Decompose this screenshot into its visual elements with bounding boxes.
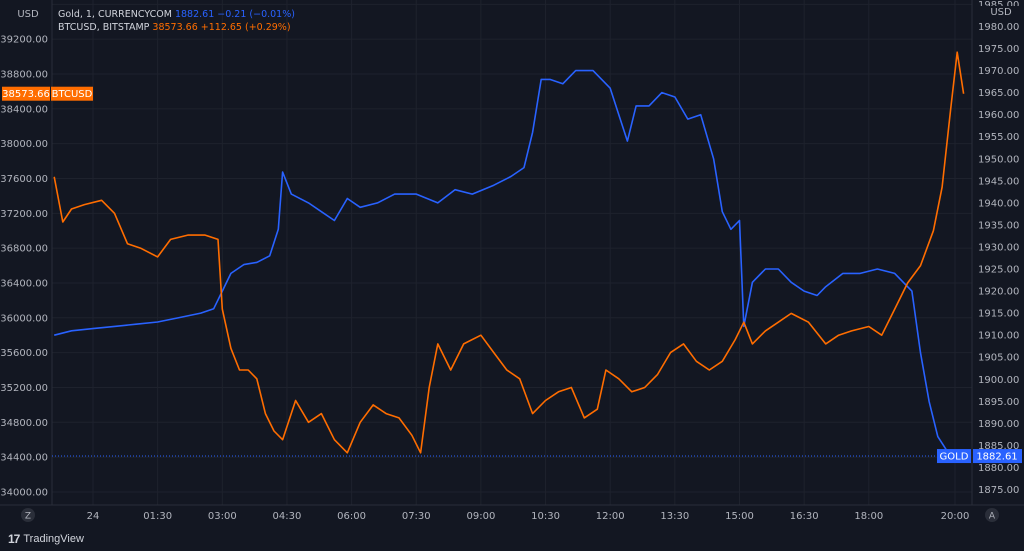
right-axis-tick-label: 1940.00 <box>978 198 1019 209</box>
btcusd-price-label-bg <box>2 86 50 101</box>
btcusd-series-line <box>53 51 965 454</box>
time-axis-tick-label: 09:00 <box>466 511 495 522</box>
left-axis-tick-label: 36800.00 <box>0 244 48 255</box>
time-axis-tick-label: 13:30 <box>660 511 689 522</box>
right-axis-tick-label: 1945.00 <box>978 176 1019 187</box>
left-axis-unit: USD <box>17 9 39 20</box>
right-unit-bg <box>974 6 1022 18</box>
right-axis-tick-label: 1965.00 <box>978 88 1019 99</box>
legend-entry[interactable]: Gold, 1, CURRENCYCOM 1882.61 −0.21 (−0.0… <box>58 9 295 20</box>
right-axis-tick-label: 1875.00 <box>978 485 1019 496</box>
tradingview-label: TradingView <box>23 532 84 545</box>
left-axis-tick-label: 34400.00 <box>0 453 48 464</box>
tradingview-logo[interactable]: 17 TradingView <box>8 532 84 546</box>
right-axis-tick-label: 1935.00 <box>978 220 1019 231</box>
legend-change: −0.21 (−0.01%) <box>217 9 295 20</box>
right-axis-tick-label: 1915.00 <box>978 309 1019 320</box>
time-axis-tick-label: 12:00 <box>596 511 625 522</box>
time-axis-tick-label: 03:00 <box>208 511 237 522</box>
gold-name-tag: GOLD <box>940 452 969 463</box>
right-axis-tick-label: 1970.00 <box>978 66 1019 77</box>
left-axis-tick-label: 37200.00 <box>0 209 48 220</box>
legend-price: 1882.61 <box>175 9 217 20</box>
legend-entry[interactable]: BTCUSD, BITSTAMP 38573.66 +112.65 (+0.29… <box>58 22 291 33</box>
time-axis-tick-label: 01:30 <box>143 511 172 522</box>
left-axis-tick-label: 35200.00 <box>0 383 48 394</box>
chart-canvas[interactable]: 39600.0039200.0038800.0038400.0038000.00… <box>0 0 1024 526</box>
time-axis-tick-label: 04:30 <box>273 511 302 522</box>
right-axis-tick-label: 1910.00 <box>978 331 1019 342</box>
right-axis-tick-label: 1900.00 <box>978 375 1019 386</box>
left-axis-tick-label: 36000.00 <box>0 313 48 324</box>
legend-price: 38573.66 <box>152 22 200 33</box>
right-axis-tick-label: 1955.00 <box>978 132 1019 143</box>
legend-symbol: Gold, 1, CURRENCYCOM <box>58 9 175 20</box>
left-axis-tick-label: 39200.00 <box>0 35 48 46</box>
left-axis-tick-label: 34000.00 <box>0 487 48 498</box>
btcusd-name-tag-bg <box>51 86 93 101</box>
footer-bar: 17 TradingView <box>0 526 1024 551</box>
gold-series-line <box>54 69 962 457</box>
left-unit-bg <box>0 0 50 22</box>
legend-symbol: BTCUSD, BITSTAMP <box>58 22 152 33</box>
left-axis-tick-label: 37600.00 <box>0 174 48 185</box>
time-axis-tick-label: 06:00 <box>337 511 366 522</box>
left-axis-tick-label: 38800.00 <box>0 70 48 81</box>
tradingview-logo-icon: 17 <box>8 531 20 546</box>
right-axis-tick-label: 1985.00 <box>978 0 1019 11</box>
gold-price-label-bg <box>973 449 1022 464</box>
right-axis-tick-label: 1975.00 <box>978 44 1019 55</box>
right-axis-tick-label: 1930.00 <box>978 242 1019 253</box>
gold-price-value: 1882.61 <box>976 452 1017 463</box>
left-axis-tick-label: 36400.00 <box>0 278 48 289</box>
auto-scale-button[interactable] <box>985 508 999 522</box>
time-axis-tick-label: 10:30 <box>531 511 560 522</box>
time-axis-tick-label: 07:30 <box>402 511 431 522</box>
chart-background <box>0 0 1024 526</box>
right-axis-tick-label: 1960.00 <box>978 110 1019 121</box>
timezone-button[interactable] <box>21 508 35 522</box>
left-axis-tick-label: 34800.00 <box>0 418 48 429</box>
timezone-button-label: Z <box>25 512 31 522</box>
right-axis-tick-label: 1885.00 <box>978 441 1019 452</box>
time-axis-tick-label: 20:00 <box>941 511 970 522</box>
gold-name-tag-bg <box>937 449 971 464</box>
left-axis-tick-label: 35600.00 <box>0 348 48 359</box>
btcusd-name-tag: BTCUSD <box>52 89 93 100</box>
right-axis-tick-label: 1925.00 <box>978 265 1019 276</box>
right-axis-tick-label: 1890.00 <box>978 419 1019 430</box>
right-axis-tick-label: 1980.00 <box>978 22 1019 33</box>
right-axis-tick-label: 1920.00 <box>978 287 1019 298</box>
right-axis-tick-label: 1895.00 <box>978 397 1019 408</box>
left-axis-tick-label: 38000.00 <box>0 139 48 150</box>
right-axis-tick-label: 1905.00 <box>978 353 1019 364</box>
legend-change: +112.65 (+0.29%) <box>201 22 291 33</box>
time-axis-tick-label: 15:00 <box>725 511 754 522</box>
right-axis-tick-label: 1880.00 <box>978 463 1019 474</box>
auto-scale-button-label: A <box>989 512 996 522</box>
left-axis-tick-label: 38400.00 <box>0 104 48 115</box>
time-axis-tick-label: 24 <box>87 511 100 522</box>
btcusd-price-value: 38573.66 <box>2 89 50 100</box>
right-axis-tick-label: 1950.00 <box>978 154 1019 165</box>
right-axis-unit: USD <box>990 7 1012 18</box>
time-axis-tick-label: 18:00 <box>854 511 883 522</box>
time-axis-tick-label: 16:30 <box>790 511 819 522</box>
